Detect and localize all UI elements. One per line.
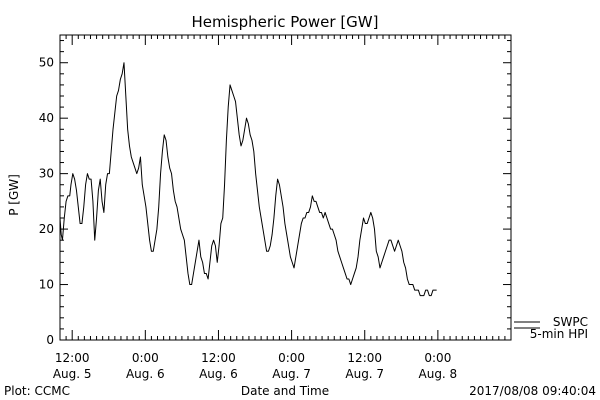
y-tick-label: 10 [39, 278, 54, 292]
x-tick-time: 0:00 [132, 351, 159, 365]
legend-label-swpc: SWPC [553, 315, 588, 329]
x-tick-time: 12:00 [55, 351, 90, 365]
y-tick-label: 0 [46, 333, 54, 347]
y-axis: 0 10 20 30 40 50 [39, 40, 511, 347]
x-tick-date: Aug. 6 [126, 367, 165, 381]
x-axis: 12:00 Aug. 5 0:00 Aug. 6 12:00 Aug. 6 0:00 Aug.… [53, 35, 512, 381]
y-axis-label: P [GW] [7, 174, 21, 216]
y-tick-label: 30 [39, 167, 54, 181]
y-tick-label: 50 [39, 56, 54, 70]
plot-frame [59, 34, 512, 341]
x-tick-time: 0:00 [278, 351, 305, 365]
plot-credit: Plot: CCMC [4, 384, 70, 398]
chart-title: Hemispheric Power [GW] [192, 13, 379, 31]
x-tick-time: 12:00 [347, 351, 382, 365]
timestamp: 2017/08/08 09:40:04 [469, 384, 596, 398]
x-tick-time: 12:00 [201, 351, 236, 365]
x-tick-date: Aug. 7 [345, 367, 384, 381]
x-tick-date: Aug. 8 [419, 367, 458, 381]
legend: SWPC 5-min HPI [514, 315, 588, 341]
y-tick-label: 40 [39, 111, 54, 125]
series-line-swpc [59, 62, 437, 297]
x-tick-date: Aug. 7 [272, 367, 311, 381]
series-group [59, 62, 437, 297]
y-tick-label: 20 [39, 222, 54, 236]
x-tick-date: Aug. 5 [53, 367, 92, 381]
x-tick-date: Aug. 6 [199, 367, 238, 381]
legend-label-hpi: 5-min HPI [530, 327, 588, 341]
x-axis-label: Date and Time [241, 384, 329, 398]
x-tick-time: 0:00 [424, 351, 451, 365]
